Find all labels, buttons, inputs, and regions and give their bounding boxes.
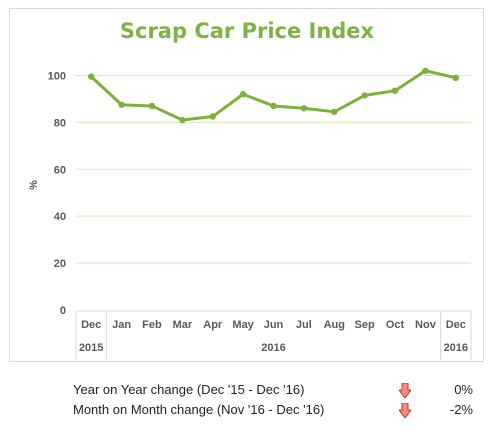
data-point bbox=[118, 101, 125, 108]
data-point bbox=[239, 91, 247, 98]
x-tick-label: Dec bbox=[81, 319, 101, 331]
x-tick-label: Mar bbox=[173, 319, 193, 331]
stat-value: -2% bbox=[449, 402, 473, 417]
x-tick-label: Apr bbox=[203, 319, 223, 331]
y-tick-label: 20 bbox=[54, 258, 66, 270]
y-axis-ticks: 0 20 40 60 80 100 bbox=[48, 70, 66, 317]
data-point bbox=[148, 102, 156, 110]
stat-row-month-on-month: Month on Month change (Nov '16 - Dec '16… bbox=[73, 402, 473, 420]
stat-label: Month on Month change (Nov '16 - Dec '16… bbox=[73, 402, 325, 417]
stat-row-year-on-year: Year on Year change (Dec '15 - Dec '16) … bbox=[73, 382, 473, 400]
x-tick-label: Aug bbox=[324, 319, 345, 331]
x-tick-label: Dec bbox=[446, 319, 466, 331]
y-tick-label: 40 bbox=[54, 211, 66, 223]
data-point bbox=[331, 108, 338, 116]
data-point bbox=[270, 102, 277, 110]
x-axis: Dec Jan Feb Mar Apr May Jun Jul Aug Sep Oct Nov Dec 2… bbox=[75, 310, 472, 360]
y-tick-label: 60 bbox=[54, 164, 66, 176]
data-point bbox=[391, 87, 399, 94]
grid-layer bbox=[76, 74, 471, 264]
data-point bbox=[452, 74, 460, 82]
down-arrow-icon bbox=[398, 402, 412, 421]
x-tick-label: Oct bbox=[386, 319, 405, 331]
data-point bbox=[361, 92, 368, 99]
x-tick-label: Feb bbox=[142, 319, 162, 331]
data-point bbox=[209, 113, 216, 120]
data-point bbox=[179, 116, 186, 124]
x-tick-label: Jun bbox=[264, 319, 284, 331]
x-tick-label: Sep bbox=[355, 319, 375, 331]
data-point bbox=[87, 73, 95, 80]
x-group-label: 2016 bbox=[261, 342, 285, 354]
line-chart: Scrap Car Price Index 0 20 40 60 80 100 % Dec… bbox=[28, 19, 472, 360]
chart-title: Scrap Car Price Index bbox=[120, 19, 375, 43]
data-point bbox=[422, 67, 429, 74]
series-line bbox=[89, 69, 458, 122]
x-tick-label: Nov bbox=[415, 319, 437, 331]
y-tick-label: 0 bbox=[60, 305, 66, 317]
series-layer bbox=[87, 67, 460, 124]
stat-label: Year on Year change (Dec '15 - Dec '16) bbox=[73, 382, 305, 397]
y-tick-label: 80 bbox=[54, 117, 66, 129]
stat-value: 0% bbox=[454, 382, 473, 397]
y-axis-label: % bbox=[28, 180, 40, 190]
chart-frame: Scrap Car Price Index 0 20 40 60 80 100 % Dec… bbox=[9, 8, 484, 362]
x-group-label: 2015 bbox=[79, 342, 103, 354]
y-tick-label: 100 bbox=[48, 70, 66, 82]
x-tick-label: May bbox=[232, 319, 254, 331]
x-tick-label: Jul bbox=[296, 319, 312, 331]
down-arrow-icon bbox=[398, 382, 412, 401]
x-tick-label: Jan bbox=[112, 319, 131, 331]
x-group-label: 2016 bbox=[444, 342, 468, 354]
data-point bbox=[300, 105, 308, 112]
